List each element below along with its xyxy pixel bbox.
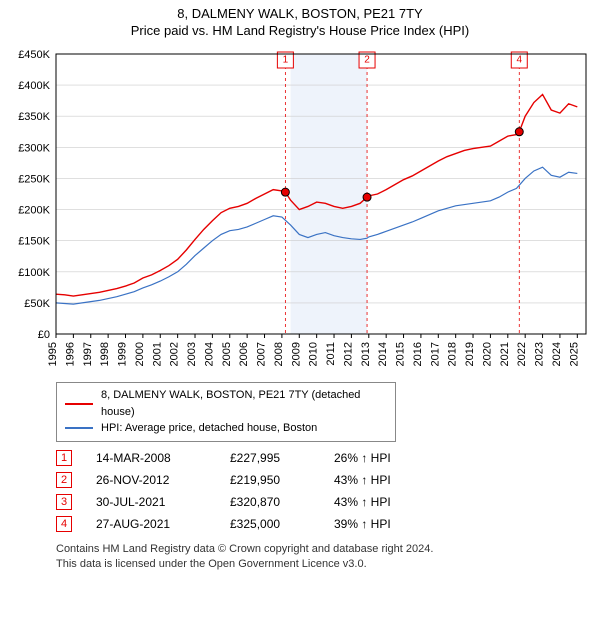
svg-text:2012: 2012 bbox=[342, 342, 354, 366]
legend-label: 8, DALMENY WALK, BOSTON, PE21 7TY (detac… bbox=[101, 387, 387, 420]
svg-text:£400K: £400K bbox=[18, 80, 50, 92]
transaction-price: £320,870 bbox=[230, 495, 310, 509]
svg-text:2000: 2000 bbox=[134, 342, 146, 366]
svg-text:£250K: £250K bbox=[18, 173, 50, 185]
transaction-diff: 43% ↑ HPI bbox=[334, 495, 424, 509]
svg-text:2009: 2009 bbox=[290, 342, 302, 366]
footer-line1: Contains HM Land Registry data © Crown c… bbox=[56, 542, 596, 557]
svg-text:2015: 2015 bbox=[395, 342, 407, 366]
svg-text:2020: 2020 bbox=[481, 342, 493, 366]
legend-swatch bbox=[65, 403, 93, 405]
svg-text:2013: 2013 bbox=[360, 342, 372, 366]
svg-text:2024: 2024 bbox=[551, 342, 563, 366]
svg-text:£300K: £300K bbox=[18, 142, 50, 154]
transaction-row: 3 30-JUL-2021 £320,870 43% ↑ HPI bbox=[56, 494, 596, 510]
svg-text:£100K: £100K bbox=[18, 267, 50, 279]
transaction-date: 27-AUG-2021 bbox=[96, 517, 206, 531]
svg-text:1998: 1998 bbox=[99, 342, 111, 366]
svg-text:2014: 2014 bbox=[377, 342, 389, 366]
svg-text:2004: 2004 bbox=[203, 342, 215, 366]
svg-text:4: 4 bbox=[516, 55, 522, 66]
page-title-address: 8, DALMENY WALK, BOSTON, PE21 7TY bbox=[4, 6, 596, 21]
transaction-marker: 4 bbox=[56, 516, 72, 532]
footer-line2: This data is licensed under the Open Gov… bbox=[56, 557, 596, 572]
svg-text:1999: 1999 bbox=[117, 342, 129, 366]
svg-text:2021: 2021 bbox=[499, 342, 511, 366]
transaction-row: 2 26-NOV-2012 £219,950 43% ↑ HPI bbox=[56, 472, 596, 488]
svg-text:2008: 2008 bbox=[273, 342, 285, 366]
svg-text:1996: 1996 bbox=[64, 342, 76, 366]
svg-text:2007: 2007 bbox=[256, 342, 268, 366]
svg-text:2003: 2003 bbox=[186, 342, 198, 366]
transactions-table: 1 14-MAR-2008 £227,995 26% ↑ HPI 2 26-NOV-201… bbox=[56, 450, 596, 532]
svg-text:£50K: £50K bbox=[24, 298, 50, 310]
transaction-price: £325,000 bbox=[230, 517, 310, 531]
page-subtitle: Price paid vs. HM Land Registry's House … bbox=[4, 23, 596, 38]
svg-text:2010: 2010 bbox=[308, 342, 320, 366]
transaction-date: 14-MAR-2008 bbox=[96, 451, 206, 465]
legend-swatch bbox=[65, 427, 93, 429]
svg-text:£0: £0 bbox=[38, 329, 50, 341]
transaction-price: £219,950 bbox=[230, 473, 310, 487]
svg-text:1: 1 bbox=[283, 55, 289, 66]
svg-text:2016: 2016 bbox=[412, 342, 424, 366]
transaction-diff: 26% ↑ HPI bbox=[334, 451, 424, 465]
transaction-row: 1 14-MAR-2008 £227,995 26% ↑ HPI bbox=[56, 450, 596, 466]
chart-legend: 8, DALMENY WALK, BOSTON, PE21 7TY (detac… bbox=[56, 382, 396, 442]
svg-text:2018: 2018 bbox=[447, 342, 459, 366]
transaction-marker: 1 bbox=[56, 450, 72, 466]
legend-row: 8, DALMENY WALK, BOSTON, PE21 7TY (detac… bbox=[65, 387, 387, 420]
svg-text:2017: 2017 bbox=[429, 342, 441, 366]
footer-attribution: Contains HM Land Registry data © Crown c… bbox=[56, 542, 596, 573]
svg-text:£350K: £350K bbox=[18, 111, 50, 123]
svg-text:2005: 2005 bbox=[221, 342, 233, 366]
transaction-marker: 3 bbox=[56, 494, 72, 510]
svg-text:1997: 1997 bbox=[82, 342, 94, 366]
legend-label: HPI: Average price, detached house, Bost… bbox=[101, 420, 317, 437]
svg-text:1995: 1995 bbox=[47, 342, 59, 366]
svg-text:2023: 2023 bbox=[534, 342, 546, 366]
svg-text:2011: 2011 bbox=[325, 342, 337, 366]
transaction-price: £227,995 bbox=[230, 451, 310, 465]
price-chart: £0 £50K £100K £150K £200K £250K £300K £350K £400… bbox=[4, 44, 596, 374]
svg-text:2006: 2006 bbox=[238, 342, 250, 366]
transaction-date: 30-JUL-2021 bbox=[96, 495, 206, 509]
svg-text:2019: 2019 bbox=[464, 342, 476, 366]
legend-row: HPI: Average price, detached house, Bost… bbox=[65, 420, 387, 437]
transaction-row: 4 27-AUG-2021 £325,000 39% ↑ HPI bbox=[56, 516, 596, 532]
transaction-marker: 2 bbox=[56, 472, 72, 488]
svg-text:2002: 2002 bbox=[169, 342, 181, 366]
transaction-diff: 43% ↑ HPI bbox=[334, 473, 424, 487]
svg-text:2: 2 bbox=[364, 55, 370, 66]
transaction-diff: 39% ↑ HPI bbox=[334, 517, 424, 531]
svg-text:£150K: £150K bbox=[18, 236, 50, 248]
transaction-date: 26-NOV-2012 bbox=[96, 473, 206, 487]
svg-text:2001: 2001 bbox=[151, 342, 163, 366]
svg-text:£450K: £450K bbox=[18, 49, 50, 61]
svg-text:2022: 2022 bbox=[516, 342, 528, 366]
svg-text:2025: 2025 bbox=[568, 342, 580, 366]
svg-text:£200K: £200K bbox=[18, 205, 50, 217]
